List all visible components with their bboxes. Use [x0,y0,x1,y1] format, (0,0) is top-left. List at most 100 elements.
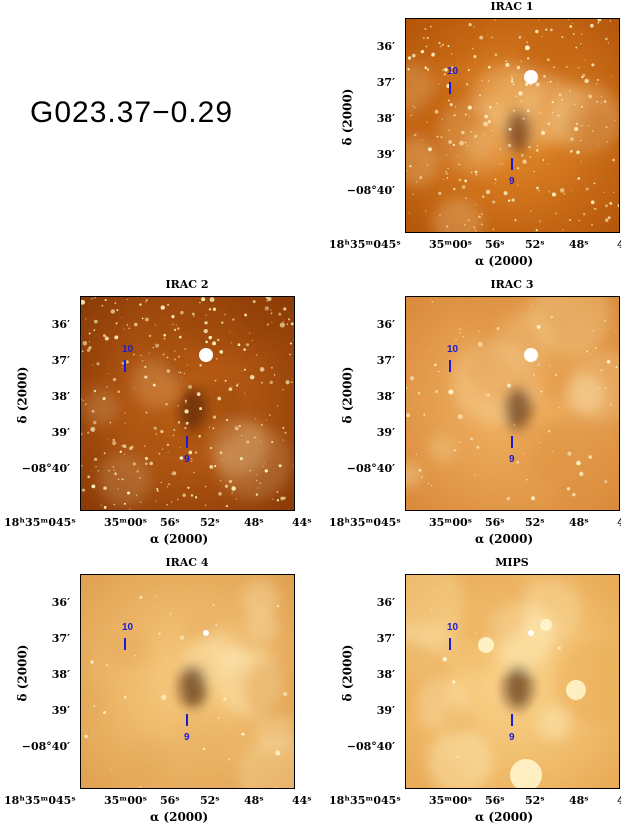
panel-irac2: IRAC 2 10 9 36′ 37′ 38′ 39′ −08°40′ δ (2000) 18ʰ3… [0,278,312,556]
marker-line [186,436,188,448]
x-tick-label: 48ˢ [244,516,264,529]
x-tick-row: 18ʰ35ᵐ045ˢ 35ᵐ00ˢ 56ˢ 52ˢ 48ˢ 44ˢ [325,238,621,252]
marker-line [511,436,513,448]
x-tick-label: 48ˢ [569,794,589,807]
sky-image [80,296,295,511]
source-marker-label: 9 [509,454,515,465]
x-tick-label: 35ᵐ00ˢ [429,238,472,251]
y-tick-label: 39′ [51,426,70,439]
x-tick-label: 44ˢ [617,238,621,251]
sky-image [80,574,295,789]
panel-mips: MIPS 10 9 36′ 37′ 38′ 39′ −08°40′ δ (2000) 18ʰ35ᵐ… [325,556,621,834]
y-tick-label: 39′ [376,148,395,161]
x-tick-label: 18ʰ35ᵐ045ˢ [4,794,76,807]
source-marker-label: 9 [509,176,515,187]
source-marker-label: 10 [447,66,459,77]
x-tick-row: 18ʰ35ᵐ045ˢ 35ᵐ00ˢ 56ˢ 52ˢ 48ˢ 44ˢ [325,794,621,808]
x-tick-label: 52ˢ [200,516,220,529]
y-axis-label: δ (2000) [340,366,355,424]
y-tick-label: 38′ [376,390,395,403]
y-tick-label: 39′ [376,704,395,717]
y-tick-label: 37′ [51,354,70,367]
y-tick-label: 39′ [376,426,395,439]
source-marker-label: 9 [184,732,190,743]
x-tick-label: 56ˢ [160,794,180,807]
panel-title: MIPS [495,556,529,569]
source-marker-label: 9 [184,454,190,465]
y-tick-label: 36′ [51,596,70,609]
marker-line [449,638,451,650]
y-tick-label: −08°40′ [21,462,70,475]
x-tick-label: 56ˢ [485,238,505,251]
x-axis-label: α (2000) [475,810,534,824]
panel-title: IRAC 2 [165,278,209,291]
panel-irac3: IRAC 3 10 9 36′ 37′ 38′ 39′ −08°40′ δ (2000) 18ʰ3… [325,278,621,556]
x-tick-label: 52ˢ [200,794,220,807]
x-tick-label: 56ˢ [485,794,505,807]
x-tick-label: 35ᵐ00ˢ [429,794,472,807]
x-tick-label: 35ᵐ00ˢ [104,794,147,807]
panel-title: IRAC 4 [165,556,209,569]
y-tick-label: 37′ [51,632,70,645]
x-tick-label: 44ˢ [617,794,621,807]
y-tick-label: 37′ [376,76,395,89]
figure-title: G023.37−0.29 [30,96,234,129]
y-tick-label: 36′ [376,318,395,331]
x-tick-label: 56ˢ [485,516,505,529]
x-axis-label: α (2000) [150,532,209,546]
x-tick-label: 44ˢ [292,516,312,529]
panel-title: IRAC 1 [490,0,534,13]
marker-line [124,360,126,372]
marker-line [124,638,126,650]
y-tick-label: 37′ [376,632,395,645]
marker-line [511,158,513,170]
x-tick-label: 44ˢ [617,516,621,529]
x-tick-row: 18ʰ35ᵐ045ˢ 35ᵐ00ˢ 56ˢ 52ˢ 48ˢ 44ˢ [0,794,312,808]
sky-image [405,574,620,789]
panel-irac4: IRAC 4 10 9 36′ 37′ 38′ 39′ −08°40′ δ (2000) 18ʰ3… [0,556,312,834]
y-tick-label: 39′ [51,704,70,717]
sky-image [405,18,620,233]
x-axis-label: α (2000) [475,254,534,268]
marker-line [511,714,513,726]
y-tick-label: 38′ [376,112,395,125]
panel-title: IRAC 3 [490,278,534,291]
x-tick-label: 35ᵐ00ˢ [104,516,147,529]
x-tick-label: 48ˢ [569,238,589,251]
x-axis-label: α (2000) [475,532,534,546]
y-tick-label: 37′ [376,354,395,367]
x-tick-label: 52ˢ [525,794,545,807]
y-tick-label: −08°40′ [21,740,70,753]
source-marker-label: 9 [509,732,515,743]
x-tick-label: 44ˢ [292,794,312,807]
x-tick-label: 18ʰ35ᵐ045ˢ [329,516,401,529]
marker-line [449,360,451,372]
sky-image [405,296,620,511]
x-tick-row: 18ʰ35ᵐ045ˢ 35ᵐ00ˢ 56ˢ 52ˢ 48ˢ 44ˢ [0,516,312,530]
y-axis-label: δ (2000) [340,644,355,702]
y-tick-label: 36′ [51,318,70,331]
y-tick-label: −08°40′ [346,740,395,753]
panel-irac1: IRAC 1 10 9 36′ 37′ 38′ 39′ −08°40′ δ (2000) 18ʰ3… [325,0,621,278]
y-tick-label: 38′ [376,668,395,681]
source-marker-label: 10 [122,344,134,355]
x-axis-label: α (2000) [150,810,209,824]
y-tick-label: 36′ [376,40,395,53]
y-tick-label: −08°40′ [346,462,395,475]
x-tick-label: 18ʰ35ᵐ045ˢ [329,238,401,251]
y-axis-label: δ (2000) [15,366,30,424]
x-tick-label: 48ˢ [569,516,589,529]
x-tick-label: 48ˢ [244,794,264,807]
y-tick-label: 38′ [51,668,70,681]
x-tick-label: 18ʰ35ᵐ045ˢ [329,794,401,807]
x-tick-label: 52ˢ [525,238,545,251]
x-tick-row: 18ʰ35ᵐ045ˢ 35ᵐ00ˢ 56ˢ 52ˢ 48ˢ 44ˢ [325,516,621,530]
marker-line [449,82,451,94]
x-tick-label: 18ʰ35ᵐ045ˢ [4,516,76,529]
y-tick-label: 36′ [376,596,395,609]
marker-line [186,714,188,726]
x-tick-label: 52ˢ [525,516,545,529]
source-marker-label: 10 [122,622,134,633]
y-tick-label: 38′ [51,390,70,403]
source-marker-label: 10 [447,622,459,633]
